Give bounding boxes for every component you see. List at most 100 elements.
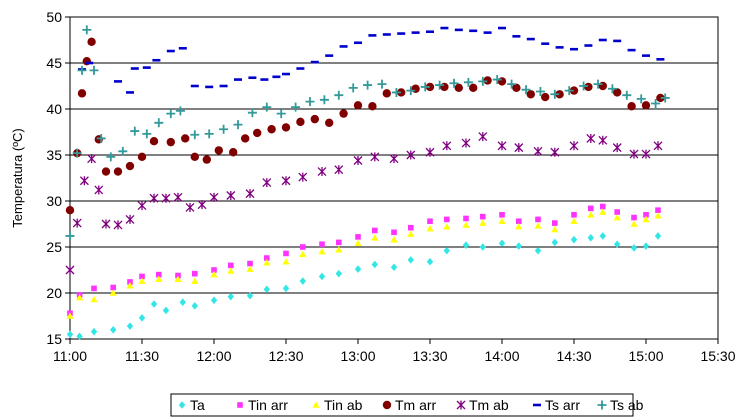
data-point (190, 152, 199, 162)
data-point (425, 82, 435, 92)
data-point (427, 218, 433, 225)
data-point (426, 257, 434, 266)
data-point (426, 225, 434, 232)
data-point (82, 25, 92, 35)
data-point (241, 134, 250, 143)
data-point (72, 148, 82, 158)
data-point (630, 220, 638, 227)
data-point (600, 203, 606, 210)
data-point (66, 330, 74, 339)
data-point (175, 106, 185, 116)
data-point (192, 270, 198, 277)
legend: Ta Tin arr Tin ab Tm arr Tm ab Ts arr Ts ab (170, 393, 644, 417)
data-point (389, 154, 399, 164)
data-point (191, 277, 199, 284)
data-point (497, 141, 507, 151)
data-point (483, 76, 492, 85)
data-point (229, 148, 238, 157)
data-point (512, 83, 521, 93)
data-point (492, 75, 502, 85)
legend-label: Ta (190, 397, 205, 413)
data-point (126, 322, 134, 330)
data-point (66, 312, 74, 319)
data-point (599, 232, 606, 240)
data-point (96, 133, 106, 143)
data-point (406, 150, 416, 160)
data-point (498, 239, 506, 248)
data-point (550, 147, 560, 157)
series-ts-ab (65, 25, 670, 241)
data-point (149, 193, 159, 203)
data-point (533, 146, 543, 156)
data-point (541, 92, 550, 102)
data-point (406, 86, 416, 96)
data-point (227, 267, 235, 274)
data-point (162, 306, 170, 315)
data-point (499, 212, 505, 218)
data-point (408, 224, 414, 231)
x-tick-label: 12:00 (196, 348, 231, 364)
gridlines (70, 62, 718, 294)
data-point (515, 242, 522, 250)
data-point (348, 83, 358, 93)
data-point (110, 284, 116, 291)
x-tick-label: 12:30 (268, 348, 303, 364)
data-point (363, 80, 373, 90)
data-point (197, 200, 207, 210)
data-point (641, 149, 651, 159)
y-tick-label: 40 (46, 101, 62, 117)
data-point (463, 77, 473, 87)
data-point (569, 141, 579, 151)
data-point (90, 295, 98, 303)
data-point (579, 81, 589, 91)
data-point (138, 314, 146, 322)
legend-marker (312, 401, 320, 408)
data-point (113, 167, 123, 176)
data-point (570, 217, 578, 225)
data-point (587, 211, 595, 218)
data-point (181, 134, 190, 143)
data-point (440, 82, 449, 92)
legend-marker (382, 400, 392, 410)
data-point (318, 272, 326, 281)
data-point (454, 83, 463, 93)
y-axis-title: Temperatura (ºC) (10, 128, 25, 227)
data-point (336, 239, 342, 246)
data-point (435, 80, 445, 90)
data-point (651, 98, 661, 108)
data-point (334, 165, 344, 175)
data-point (420, 82, 430, 92)
data-point (588, 205, 594, 212)
data-point (204, 129, 214, 139)
data-point (77, 89, 87, 98)
data-point (325, 118, 334, 128)
data-point (478, 132, 488, 142)
data-point (76, 332, 83, 341)
data-point (110, 326, 117, 334)
data-point (77, 65, 87, 75)
data-point (282, 284, 290, 293)
data-point (642, 242, 650, 250)
data-point (137, 152, 147, 162)
data-point (636, 94, 646, 104)
y-tick-label: 25 (46, 239, 62, 255)
data-point (283, 250, 289, 257)
data-point (655, 207, 661, 213)
data-point (354, 239, 362, 247)
data-point (281, 123, 291, 132)
x-tick-label: 15:30 (700, 348, 735, 364)
data-point (612, 143, 622, 153)
data-point (233, 120, 243, 130)
data-point (296, 117, 305, 127)
legend-box (170, 393, 634, 417)
data-point (354, 265, 362, 273)
data-point (282, 258, 290, 265)
data-point (150, 300, 158, 308)
data-point (516, 218, 522, 225)
series-ta (66, 232, 662, 341)
data-point (535, 216, 541, 223)
data-point (335, 246, 343, 253)
data-point (228, 262, 234, 269)
data-point (593, 79, 603, 89)
